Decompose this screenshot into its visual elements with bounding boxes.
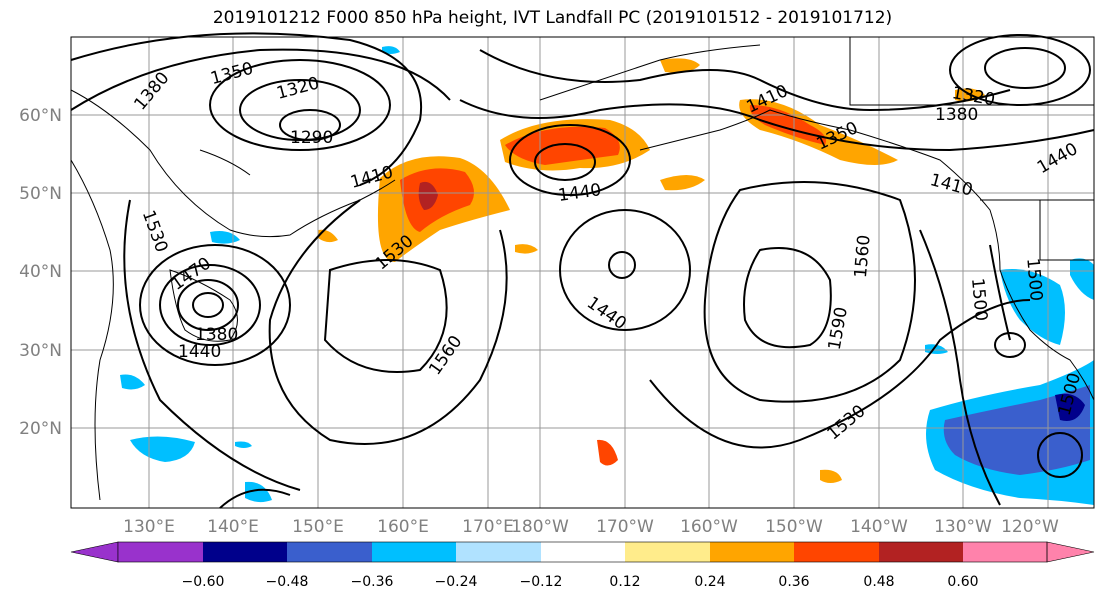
- colorbar-segment: [625, 542, 710, 562]
- colorbar-segment: [794, 542, 879, 562]
- latitude-labels: 60°N 50°N 40°N 30°N 20°N: [19, 106, 62, 439]
- lon-label: 170°W: [596, 517, 654, 537]
- colorbar-tick-label: −0.24: [435, 574, 478, 590]
- colorbar-segment: [372, 542, 456, 562]
- contour-label: 1440: [178, 342, 221, 362]
- lon-label: 120°W: [1001, 517, 1059, 537]
- lon-label: 160°W: [680, 517, 738, 537]
- colorbar-segment: [203, 542, 287, 562]
- colorbar-segment: [879, 542, 963, 562]
- colorbar-tick-label: −0.60: [182, 574, 225, 590]
- contour-label: 1560: [851, 234, 875, 279]
- ivt-shading-negative: [120, 46, 1094, 505]
- map-frame-border: [70, 36, 1095, 509]
- contour-label: 1380: [935, 105, 978, 125]
- lon-label: 140°E: [207, 517, 259, 537]
- lon-label: 150°W: [765, 517, 823, 537]
- lon-label: 140°W: [850, 517, 908, 537]
- colorbar-tick-label: −0.36: [351, 574, 394, 590]
- colorbar: −0.60 −0.48 −0.36 −0.24 −0.12 0.12 0.24 …: [70, 541, 1095, 590]
- contour-label: 1380: [195, 325, 238, 345]
- colorbar-tick-label: −0.48: [266, 574, 309, 590]
- lat-label: 20°N: [19, 419, 62, 439]
- lon-label: 130°W: [934, 517, 992, 537]
- colorbar-outline: [117, 541, 1048, 563]
- lat-label: 40°N: [19, 262, 62, 282]
- lat-label: 50°N: [19, 184, 62, 204]
- colorbar-extend-min: [70, 541, 119, 563]
- colorbar-segment: [710, 542, 794, 562]
- lon-label: 150°E: [292, 517, 344, 537]
- colorbar-tick-label: 0.36: [778, 574, 809, 590]
- colorbar-tick-label: 0.24: [694, 574, 725, 590]
- lat-label: 60°N: [19, 106, 62, 126]
- lon-label: 160°E: [377, 517, 429, 537]
- colorbar-segment: [456, 542, 541, 562]
- lon-label: 130°E: [123, 517, 175, 537]
- contour-label: 1290: [290, 128, 333, 148]
- colorbar-segment: [287, 542, 372, 562]
- colorbar-tick-label: 0.48: [863, 574, 894, 590]
- colorbar-tick-label: −0.12: [520, 574, 563, 590]
- colorbar-segment: [963, 542, 1047, 562]
- colorbar-tick-label: 0.12: [609, 574, 640, 590]
- colorbar-segment: [541, 542, 625, 562]
- colorbar-extend-max: [1046, 541, 1095, 563]
- longitude-labels: 130°E 140°E 150°E 160°E 170°E 180°W 170°…: [123, 517, 1059, 537]
- lon-label: 180°W: [511, 517, 569, 537]
- contour-label: 1500: [1022, 257, 1046, 302]
- colorbar-segment: [118, 542, 203, 562]
- contour-label: 1500: [967, 277, 991, 322]
- colorbar-tick-labels: −0.60 −0.48 −0.36 −0.24 −0.12 0.12 0.24 …: [182, 574, 979, 590]
- coastlines: [70, 37, 1095, 501]
- height-contours: [70, 32, 1095, 509]
- lon-label: 170°E: [462, 517, 514, 537]
- map-title: 2019101212 F000 850 hPa height, IVT Land…: [212, 8, 893, 28]
- colorbar-segments: [70, 541, 1095, 563]
- colorbar-tick-label: 0.60: [947, 574, 978, 590]
- graticule: [71, 37, 1094, 508]
- lat-label: 30°N: [19, 341, 62, 361]
